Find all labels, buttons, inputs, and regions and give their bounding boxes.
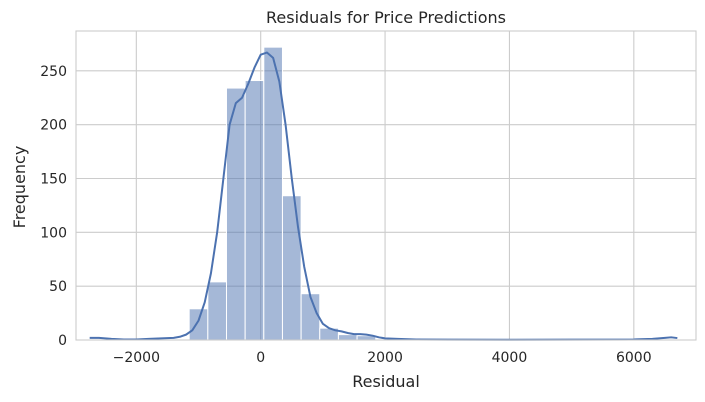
y-tick-label: 250 (40, 64, 67, 80)
kde-curve-layer (89, 51, 678, 341)
x-tick-label: 6000 (616, 350, 652, 366)
histogram-bar (207, 281, 227, 341)
y-tick-label: 0 (58, 333, 67, 349)
chart-title: Residuals for Price Predictions (266, 8, 506, 27)
histogram-bar (263, 46, 283, 341)
y-tick-label: 100 (40, 225, 67, 241)
y-tick-labels: 0 50 100 150 200 250 (40, 64, 67, 349)
plot-border (75, 30, 697, 341)
plot-frame (75, 30, 697, 341)
x-tick-label: −2000 (113, 350, 160, 366)
histogram-bar (300, 293, 321, 341)
histogram-bar (337, 334, 358, 341)
histogram-bar (281, 195, 302, 341)
x-tick-label: 0 (256, 350, 265, 366)
histogram-bar (244, 80, 265, 341)
x-tick-label: 2000 (367, 350, 403, 366)
x-tick-label: 4000 (492, 350, 528, 366)
grid (76, 31, 696, 341)
x-tick-labels: −2000 0 2000 4000 6000 (113, 350, 652, 366)
histogram-bars (188, 46, 377, 341)
y-tick-label: 150 (40, 172, 67, 188)
histogram-bar (188, 308, 209, 341)
kde-line (89, 51, 678, 341)
y-axis-title: Frequency (10, 146, 29, 229)
y-tick-label: 50 (49, 279, 67, 295)
y-tick-label: 200 (40, 118, 67, 134)
x-axis-title: Residual (352, 372, 420, 391)
